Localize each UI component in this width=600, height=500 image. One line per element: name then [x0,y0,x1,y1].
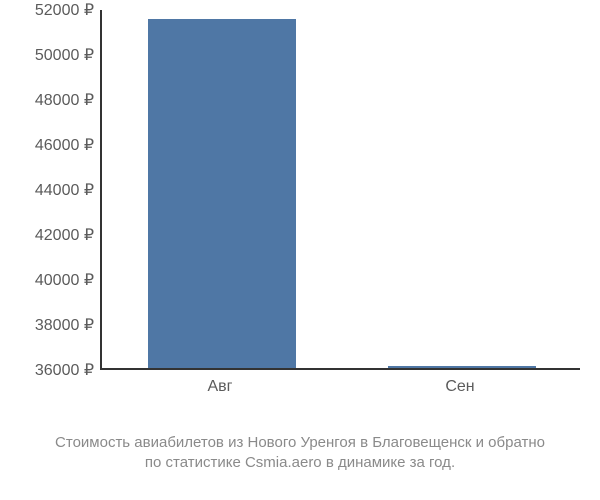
y-tick-label: 52000 ₽ [35,0,94,20]
plot-area [100,10,580,370]
y-tick-label: 36000 ₽ [35,360,94,380]
chart-caption-line-2: по статистике Csmia.aero в динамике за г… [0,452,600,473]
x-tick-label: Авг [207,378,232,396]
y-axis: 36000 ₽ 38000 ₽ 40000 ₽ 42000 ₽ 44000 ₽ 46000… [0,0,100,380]
y-tick-label: 46000 ₽ [35,135,94,155]
price-chart: 36000 ₽ 38000 ₽ 40000 ₽ 42000 ₽ 44000 ₽ 46000… [0,0,600,420]
y-tick-label: 38000 ₽ [35,315,94,335]
y-tick-label: 50000 ₽ [35,45,94,65]
y-tick-label: 40000 ₽ [35,270,94,290]
x-tick-label: Сен [445,378,474,396]
chart-caption-line-1: Стоимость авиабилетов из Нового Уренгоя … [0,432,600,453]
bar [388,366,537,368]
y-tick-label: 42000 ₽ [35,225,94,245]
y-tick-label: 44000 ₽ [35,180,94,200]
y-tick-label: 48000 ₽ [35,90,94,110]
bar [148,19,297,368]
